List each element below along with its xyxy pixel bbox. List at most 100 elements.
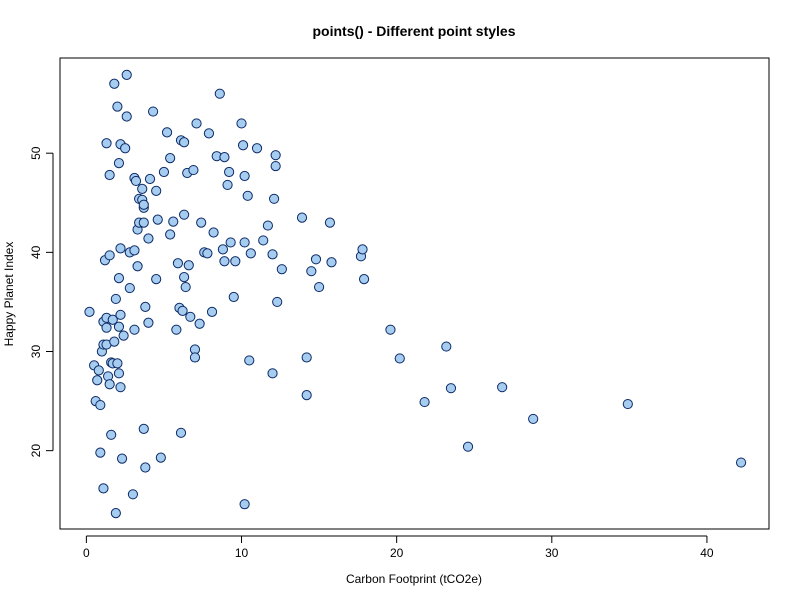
data-point [130, 175, 142, 187]
data-point [151, 274, 162, 285]
data-point [129, 245, 140, 256]
data-point [528, 413, 539, 425]
data-point [129, 324, 140, 335]
data-point [121, 69, 132, 80]
x-tick-label: 40 [700, 546, 714, 560]
x-tick-label: 20 [390, 546, 404, 560]
data-point [101, 138, 112, 149]
data-point [185, 311, 196, 322]
x-tick-label: 10 [235, 546, 249, 560]
data-point [109, 78, 120, 89]
x-tick-label: 30 [545, 546, 559, 560]
data-point [137, 183, 148, 194]
data-point [121, 111, 132, 122]
data-point [497, 382, 508, 393]
data-point [155, 452, 166, 463]
data-point [441, 341, 452, 352]
data-point [147, 106, 159, 117]
data-point [358, 274, 370, 285]
data-point [165, 229, 176, 240]
data-point [140, 301, 151, 312]
data-point [98, 483, 109, 494]
y-axis-label: Happy Planet Index [2, 242, 16, 347]
x-tick-label: 0 [83, 546, 90, 560]
data-point [104, 169, 115, 181]
data-point [268, 193, 280, 204]
data-point [301, 352, 312, 363]
data-point [462, 441, 474, 452]
data-point [115, 309, 126, 320]
data-point [180, 281, 191, 293]
data-point [203, 128, 215, 139]
data-point [230, 256, 241, 267]
data-point [224, 166, 235, 178]
data-point [183, 260, 194, 271]
data-point [124, 282, 135, 294]
data-point [188, 164, 199, 176]
data-point [272, 296, 283, 308]
x-axis-label: Carbon Footprint (tCO2e) [346, 572, 482, 586]
data-point [110, 508, 121, 519]
data-point [208, 227, 219, 238]
data-point [194, 318, 205, 329]
data-point [228, 291, 239, 303]
data-point [225, 237, 236, 248]
data-point [113, 158, 125, 169]
data-point [251, 143, 263, 154]
data-point [107, 314, 118, 325]
plot-frame [59, 57, 770, 530]
data-point [357, 244, 368, 255]
data-point [735, 457, 747, 468]
data-point [158, 166, 170, 178]
data-point [112, 358, 123, 369]
y-tick-label: 20 [29, 444, 43, 458]
data-point [151, 185, 162, 196]
data-point [267, 249, 278, 260]
chart-title: points() - Different point styles [313, 23, 516, 39]
data-point [132, 261, 143, 272]
data-point [270, 150, 281, 161]
data-point [239, 237, 250, 248]
data-point [306, 266, 317, 277]
data-point [175, 427, 187, 438]
data-point [144, 173, 156, 185]
data-point [310, 254, 322, 265]
data-point [140, 462, 151, 473]
data-point [267, 368, 278, 379]
data-point [214, 88, 225, 99]
data-point [326, 257, 337, 268]
data-point [113, 273, 125, 284]
y-tick-label: 30 [29, 345, 43, 359]
data-point [138, 199, 149, 210]
data-point [219, 152, 230, 163]
data-point [189, 352, 201, 363]
data-point [222, 179, 233, 191]
data-point [419, 396, 430, 408]
data-point [217, 244, 228, 255]
data-point [244, 355, 255, 366]
data-point [92, 375, 103, 386]
data-point [270, 160, 281, 172]
data-point [262, 220, 273, 231]
data-point [104, 250, 115, 261]
data-point [296, 212, 308, 223]
data-point [138, 423, 149, 434]
data-point [301, 390, 312, 401]
data-point [110, 293, 121, 305]
data-point [115, 382, 126, 393]
data-point [191, 118, 202, 129]
y-axis: 20 30 40 50 [29, 146, 54, 458]
data-point [127, 489, 139, 500]
data-point [445, 383, 457, 394]
data-point [113, 321, 125, 332]
data-point [324, 217, 336, 228]
data-point [143, 317, 154, 328]
data-point [104, 379, 115, 390]
data-point [95, 447, 106, 458]
data-point [237, 140, 249, 151]
data-point [239, 170, 250, 182]
data-point [109, 336, 120, 347]
data-point [236, 118, 247, 129]
data-point [394, 353, 405, 364]
